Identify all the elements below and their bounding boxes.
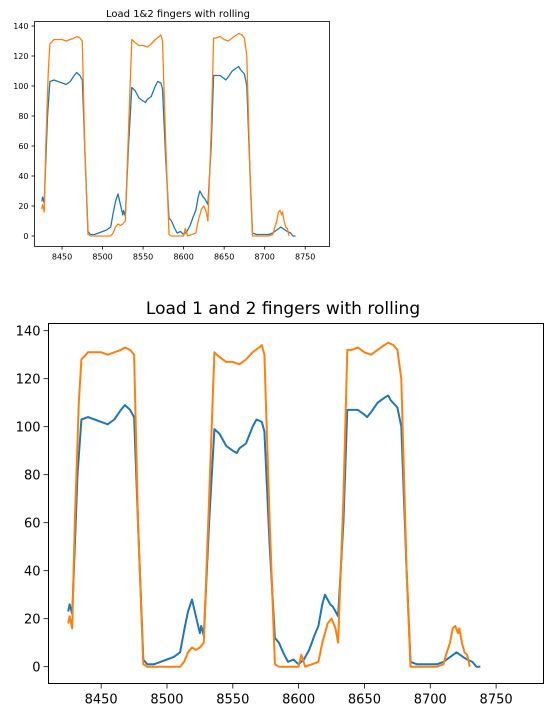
bottom-y-tick-label: 120 (16, 372, 41, 387)
top-y-tick-label: 120 (13, 52, 28, 61)
top-x-tick-label: 8550 (133, 253, 153, 262)
top-chart-frame (34, 21, 330, 247)
top-chart-title: Load 1&2 fingers with rolling (106, 9, 250, 20)
top-series-line-2 (41, 32, 290, 237)
top-y-tick-label: 20 (18, 202, 28, 211)
bottom-series-line-2 (67, 341, 471, 668)
top-y-tick-label: 100 (13, 82, 28, 91)
top-y-tick-label: 60 (18, 142, 28, 151)
top-y-tick-label: 40 (18, 172, 28, 181)
top-x-tick-label: 8450 (52, 253, 72, 262)
bottom-x-tick-label: 8700 (414, 693, 447, 708)
top-chart-plot (41, 32, 296, 237)
bottom-x-tick-label: 8650 (348, 693, 381, 708)
bottom-y-tick-label: 40 (24, 564, 41, 579)
top-x-tick-label: 8700 (254, 253, 274, 262)
bottom-y-tick-label: 20 (24, 612, 41, 627)
top-y-tick-label: 80 (18, 112, 28, 121)
top-x-tick-label: 8750 (295, 253, 315, 262)
bottom-x-tick-label: 8550 (216, 693, 249, 708)
bottom-x-tick-label: 8750 (480, 693, 513, 708)
top-y-tick-label: 140 (13, 22, 28, 31)
bottom-y-tick-label: 100 (16, 420, 41, 435)
top-x-tick-label: 8600 (173, 253, 193, 262)
bottom-x-tick-label: 8600 (282, 693, 315, 708)
bottom-y-tick-label: 60 (24, 516, 41, 531)
top-x-tick-label: 8500 (92, 253, 112, 262)
bottom-x-tick-label: 8500 (150, 693, 183, 708)
bottom-chart-plot (67, 341, 481, 668)
bottom-chart-title: Load 1 and 2 fingers with rolling (146, 299, 420, 319)
top-y-tick-label: 0 (23, 232, 28, 241)
bottom-y-tick-label: 80 (24, 468, 41, 483)
bottom-chart-frame (48, 323, 544, 684)
bottom-y-tick-label: 0 (32, 660, 40, 675)
bottom-y-tick-label: 140 (16, 324, 41, 339)
bottom-x-tick-label: 8450 (85, 693, 118, 708)
top-x-tick-label: 8650 (214, 253, 234, 262)
